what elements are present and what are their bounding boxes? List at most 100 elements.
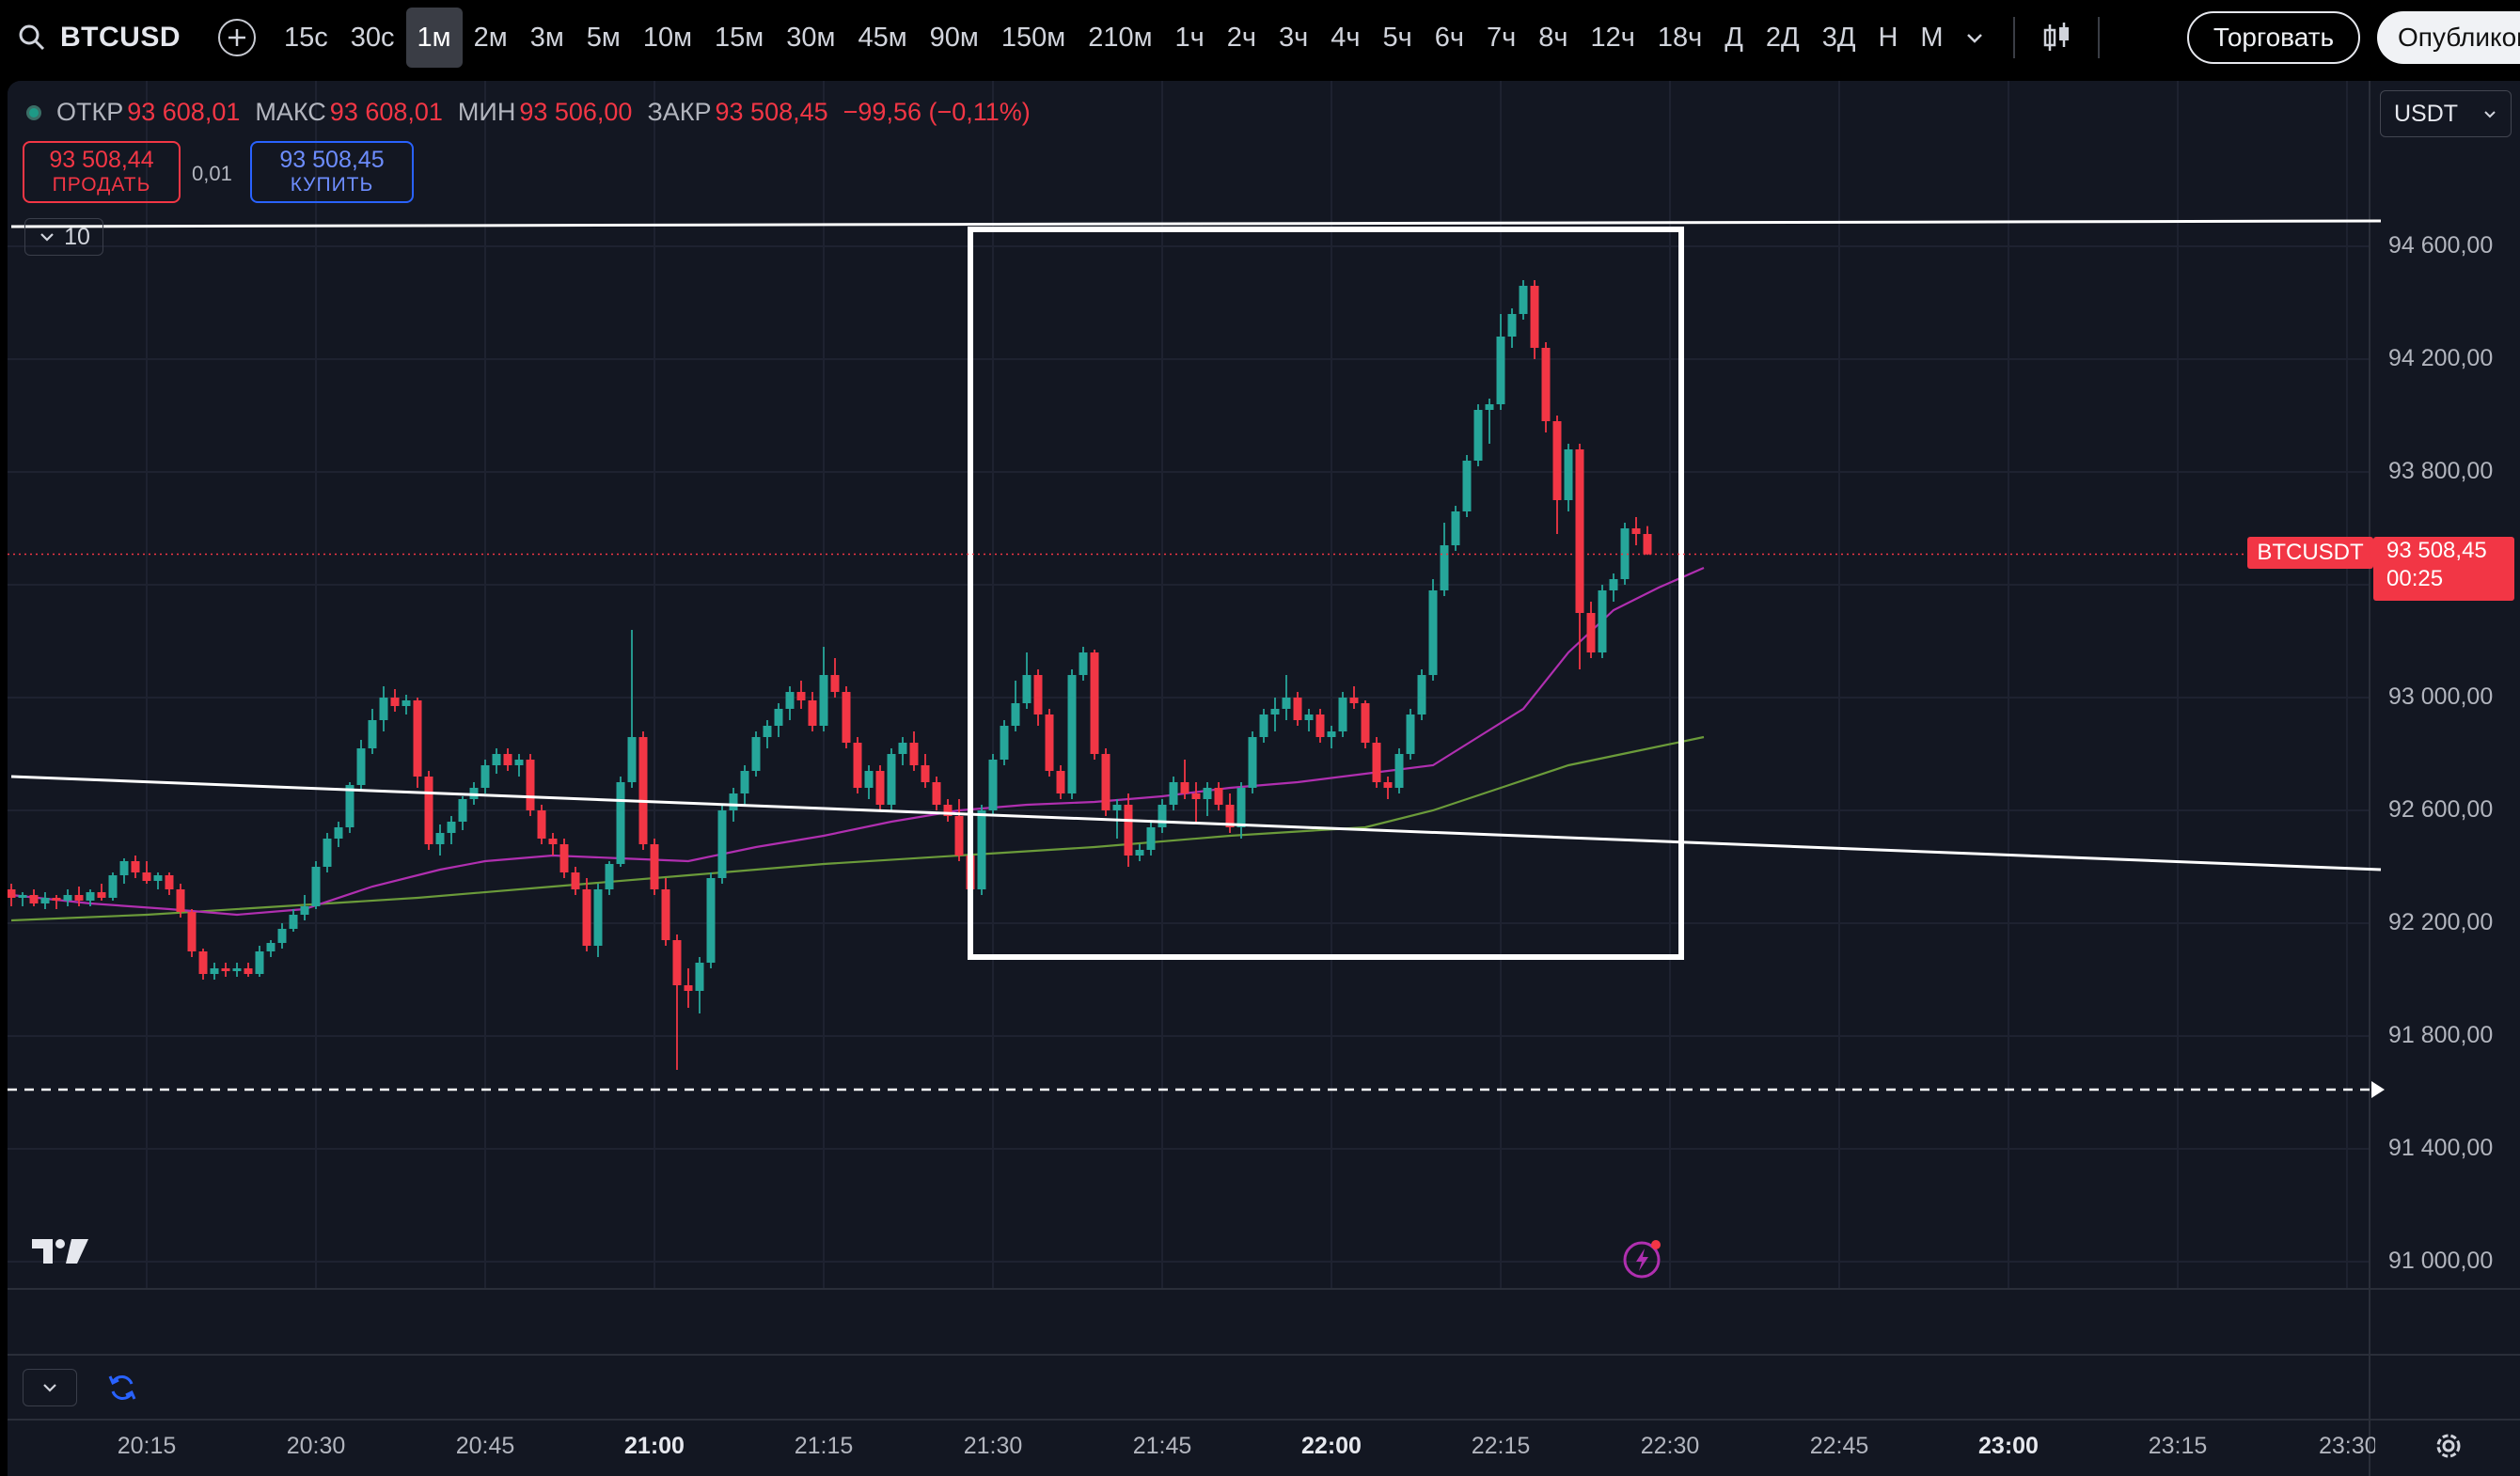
candle-body — [695, 963, 704, 991]
timeframe-button[interactable]: 18ч — [1657, 23, 1703, 53]
buy-button[interactable]: 93 508,45 КУПИТЬ — [250, 141, 414, 203]
time-tick-label: 20:15 — [117, 1433, 177, 1459]
sync-icon[interactable] — [105, 1371, 139, 1405]
chevron-down-icon[interactable] — [1961, 24, 1989, 52]
timeframe-button[interactable]: 2Д — [1765, 23, 1800, 53]
currency-select[interactable]: USDT — [2380, 90, 2512, 137]
candle-body — [1428, 590, 1438, 675]
candle-body — [1225, 805, 1235, 827]
low-label: МИН — [457, 98, 516, 126]
candle-body — [413, 700, 422, 777]
timeframe-list: 15с 30с 1м 2м 3м 5м 10м 15м 30м 45м 90м 150м 210м 1ч 2… — [273, 8, 1955, 68]
chart-panel[interactable]: ОТКР 93 608,01 МАКС 93 608,01 МИН 93 506… — [8, 81, 2520, 1476]
candle-body — [774, 709, 783, 726]
timeframe-button[interactable]: 3м — [529, 23, 564, 53]
candle-body — [311, 867, 321, 906]
timeframe-button[interactable]: 210м — [1088, 23, 1153, 53]
collapse-panel-button[interactable] — [23, 1369, 77, 1406]
timeframe-button[interactable]: 15с — [284, 23, 328, 53]
price-tick-label: 94 200,00 — [2388, 345, 2494, 371]
flash-alert-icon[interactable] — [1621, 1237, 1664, 1280]
candle-body — [119, 861, 129, 875]
candle-body — [1575, 449, 1584, 613]
candle-body — [1090, 652, 1099, 754]
timeframe-button[interactable]: 5м — [586, 23, 621, 53]
timeframe-button[interactable]: 2ч — [1226, 23, 1257, 53]
candle-body — [323, 839, 332, 867]
price-tick-label: 93 800,00 — [2388, 458, 2494, 484]
candle-body — [480, 765, 490, 788]
compare-symbol-button[interactable] — [218, 19, 256, 56]
search-icon — [19, 24, 45, 51]
candle-body — [1349, 698, 1359, 703]
symbol-name: BTCUSD — [60, 22, 181, 53]
timeframe-button[interactable]: 3ч — [1279, 23, 1309, 53]
candle-body — [1541, 348, 1551, 421]
timeframe-button[interactable]: 6ч — [1434, 23, 1465, 53]
candle-body — [1146, 827, 1156, 850]
candle-body — [932, 782, 941, 805]
tradingview-logo-icon[interactable] — [30, 1235, 90, 1265]
timeframe-button[interactable]: 10м — [642, 23, 693, 53]
toolbar-separator — [2012, 17, 2015, 58]
candle-body — [1519, 286, 1528, 314]
timeframe-button[interactable]: 2м — [473, 23, 508, 53]
plus-icon — [228, 29, 245, 46]
candle-body — [1236, 788, 1246, 827]
timeframe-button[interactable]: Н — [1878, 23, 1898, 53]
gear-icon[interactable] — [2432, 1429, 2465, 1463]
candle-body — [1598, 590, 1607, 652]
candle-body — [232, 968, 242, 971]
time-tick-label: 22:00 — [1301, 1433, 1362, 1459]
time-tick-label: 21:15 — [794, 1433, 854, 1459]
timeframe-button[interactable]: 15м — [715, 23, 764, 53]
candle-body — [356, 748, 366, 785]
timeframe-button[interactable]: Д — [1725, 23, 1743, 53]
chevron-down-icon — [2484, 111, 2496, 118]
timeframe-button[interactable]: 4ч — [1331, 23, 1361, 53]
timeframe-button[interactable]: 30с — [350, 23, 395, 53]
candle-body — [255, 951, 264, 974]
symbol-search[interactable]: BTCUSD — [0, 0, 181, 75]
time-tick-label: 21:30 — [963, 1433, 1023, 1459]
time-tick-label: 22:15 — [1471, 1433, 1531, 1459]
candle-body — [514, 760, 524, 765]
toolbar-separator — [2097, 17, 2100, 58]
timeframe-button[interactable]: 8ч — [1538, 23, 1568, 53]
sell-button[interactable]: 93 508,44 ПРОДАТЬ — [23, 141, 181, 203]
timeframe-button[interactable]: 7ч — [1487, 23, 1517, 53]
candlestick-type-icon[interactable] — [2038, 19, 2075, 56]
timeframe-button[interactable]: 45м — [858, 23, 907, 53]
candle-body — [571, 872, 580, 889]
publish-button[interactable]: Опубликовать — [2377, 11, 2520, 64]
trade-button[interactable]: Торговать — [2187, 11, 2360, 64]
volume-toggle[interactable]: 10 — [24, 218, 103, 256]
timeframe-button[interactable]: 150м — [1000, 23, 1066, 53]
open-label: ОТКР — [56, 98, 124, 126]
timeframe-button[interactable]: 1м — [405, 8, 463, 68]
timeframe-button[interactable]: 12ч — [1590, 23, 1635, 53]
candle-body — [345, 785, 354, 827]
candle-body — [1067, 675, 1077, 793]
candle-body — [368, 720, 377, 748]
candle-body — [1338, 698, 1347, 731]
timeframe-button[interactable]: 5ч — [1382, 23, 1412, 53]
candle-body — [492, 754, 501, 765]
candle-body — [1327, 731, 1336, 737]
timeframe-button[interactable]: 30м — [786, 23, 836, 53]
time-tick-label: 21:45 — [1132, 1433, 1192, 1459]
candle-body — [740, 771, 749, 793]
timeframe-button[interactable]: 3Д — [1821, 23, 1856, 53]
timeframe-button[interactable]: 90м — [929, 23, 979, 53]
candle-body — [1022, 675, 1032, 703]
candle-body — [1473, 410, 1483, 461]
time-tick-label: 21:00 — [624, 1433, 685, 1459]
candle-body — [153, 875, 163, 881]
candle-body — [1079, 652, 1088, 675]
candle-body — [1033, 675, 1043, 714]
timeframe-button[interactable]: 1ч — [1174, 23, 1205, 53]
price-chart[interactable] — [8, 81, 2520, 1476]
candle-body — [864, 771, 874, 788]
bar-countdown: 00:25 — [2386, 566, 2444, 591]
timeframe-button[interactable]: М — [1920, 23, 1944, 53]
